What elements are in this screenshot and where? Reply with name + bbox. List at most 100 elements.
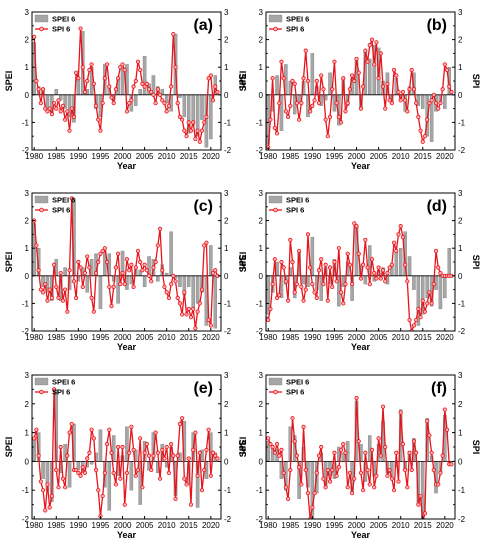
y-tick-label: 1 [25, 63, 30, 72]
spi-point [274, 131, 280, 136]
spi-point [358, 470, 364, 476]
spi-point [416, 502, 421, 507]
spi-point [347, 470, 352, 476]
spi-point [188, 128, 194, 133]
y-tick-label: 1 [25, 429, 30, 438]
y-axis-title-right: SPI [237, 74, 247, 89]
y-tick-label-right: 3 [458, 189, 463, 198]
spi-point [180, 416, 185, 421]
x-tick-label: 2010 [392, 333, 410, 342]
spi-point [292, 81, 297, 86]
spi-point [175, 100, 180, 106]
spi-point [131, 284, 136, 289]
spi-point [116, 76, 121, 81]
spi-point [383, 444, 388, 450]
y-tick-label: 0 [259, 457, 264, 466]
legend-label-spei: SPEI 6 [52, 378, 75, 387]
spi-point [164, 109, 169, 114]
x-tick-label: 2005 [136, 333, 154, 342]
spi-point [153, 100, 158, 106]
spi-point [369, 447, 375, 452]
spi-point [427, 100, 432, 106]
spi-point [449, 89, 454, 95]
spi-point [118, 281, 123, 287]
spi-point [312, 98, 317, 103]
y-tick-label-right: -2 [458, 327, 466, 336]
spi-point [210, 270, 216, 276]
spi-point [76, 76, 81, 81]
spei-bar [63, 443, 67, 462]
spi-point [407, 450, 412, 455]
spi-point [277, 100, 282, 106]
spi-point [411, 323, 417, 328]
y-tick-label-right: 1 [224, 63, 229, 72]
spi-point [380, 404, 386, 409]
spi-point [202, 467, 207, 473]
plot-area [266, 37, 455, 150]
spi-point [361, 262, 366, 267]
spi-point [49, 493, 54, 499]
spi-point [213, 84, 218, 89]
spi-point [374, 473, 379, 478]
spi-point [301, 298, 306, 303]
panel-label: (e) [193, 380, 213, 397]
spi-point [107, 427, 112, 432]
y-tick-label: -2 [256, 327, 264, 336]
y-tick-label-right: 1 [224, 429, 229, 438]
spi-point [135, 59, 141, 64]
spi-point [427, 290, 432, 295]
spi-point [186, 306, 191, 312]
spi-point [56, 98, 61, 103]
spi-point [341, 76, 346, 81]
spi-point [96, 488, 101, 493]
spi-point [343, 109, 348, 114]
spei-bar [156, 275, 160, 282]
spi-point [71, 279, 77, 284]
spi-point [418, 315, 423, 320]
spi-point [418, 493, 423, 499]
legend-swatch-spei [268, 14, 283, 23]
spi-point [356, 439, 361, 444]
spi-point [372, 62, 377, 67]
panel-label: (d) [427, 198, 447, 215]
legend-label-spi: SPI 6 [286, 388, 304, 397]
spi-point [316, 100, 322, 106]
spi-point [149, 89, 154, 95]
spei-bar [142, 275, 147, 287]
y-tick-label: 0 [259, 91, 264, 100]
spi-point [299, 482, 304, 487]
legend-label-spei: SPEI 6 [286, 196, 309, 205]
spi-point [98, 251, 103, 256]
spi-point [319, 257, 324, 262]
spei-bar [275, 75, 279, 95]
x-tick-label: 1995 [92, 333, 110, 342]
spi-point [118, 65, 123, 70]
y-tick-label: 3 [259, 8, 264, 17]
legend-swatch-spei [268, 195, 283, 204]
spi-point [87, 67, 92, 73]
spi-point [120, 270, 125, 276]
spi-point [319, 444, 324, 450]
spi-point [142, 84, 147, 89]
y-tick-label-right: 0 [224, 457, 229, 466]
y-tick-label-right: -2 [224, 146, 232, 155]
spi-line [33, 27, 219, 143]
spi-point [36, 453, 41, 458]
y-tick-label-right: -2 [224, 515, 232, 524]
spi-point [204, 114, 209, 119]
spi-point [438, 270, 443, 276]
spi-point [327, 479, 333, 484]
spi-point [109, 304, 114, 309]
y-tick-label-right: 2 [224, 217, 229, 226]
spi-point [389, 100, 394, 106]
spi-point [431, 92, 436, 97]
x-tick-label: 2020 [202, 152, 220, 161]
spi-point [361, 488, 366, 493]
y-tick-label: 1 [259, 429, 264, 438]
spi-point [133, 78, 138, 84]
spi-point [138, 67, 143, 73]
spei-bar [412, 275, 416, 290]
spi-point [162, 284, 167, 289]
